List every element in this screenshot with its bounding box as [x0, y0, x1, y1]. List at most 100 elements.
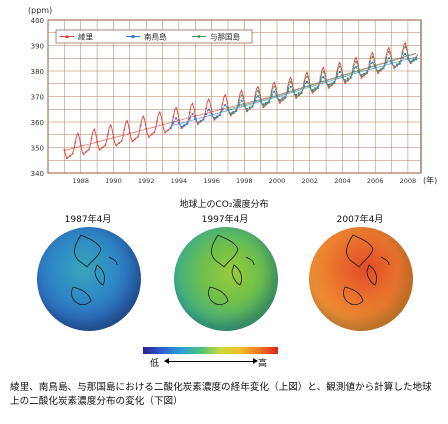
series-point: [295, 95, 298, 98]
series-point: [213, 116, 216, 119]
series-2: [226, 45, 418, 116]
series-point: [221, 102, 224, 105]
series-point: [393, 65, 396, 68]
series-point: [306, 75, 309, 78]
series-point: [153, 130, 156, 134]
series-point: [294, 96, 298, 99]
series-point: [278, 98, 281, 101]
series-point: [93, 128, 96, 131]
series-point: [161, 122, 164, 125]
series-point: [327, 84, 330, 87]
series-point: [68, 154, 72, 157]
series-point: [95, 139, 99, 142]
series-point: [327, 86, 331, 89]
colorbar: [143, 347, 278, 354]
series-point: [251, 105, 254, 108]
series-point: [226, 105, 230, 108]
series-point: [150, 132, 153, 136]
x-tick-label: 1988: [72, 177, 89, 185]
series-point: [82, 152, 85, 155]
series-point: [174, 106, 178, 109]
series-point: [210, 113, 213, 116]
series-point: [224, 104, 227, 107]
series-point: [131, 139, 134, 142]
series-point: [396, 63, 399, 66]
series-point: [180, 126, 183, 129]
series-point: [106, 132, 110, 135]
series-point: [341, 75, 344, 78]
series-point: [297, 93, 300, 96]
series-point: [273, 85, 276, 88]
series-point: [196, 121, 199, 124]
legend: 綾里 南鳥島 与那国島: [55, 29, 253, 44]
series-point: [196, 122, 200, 125]
series-point: [412, 58, 415, 61]
series-point: [229, 112, 232, 115]
series-point: [403, 41, 407, 45]
series-point: [142, 115, 145, 118]
series-point: [84, 150, 88, 153]
series-point: [295, 93, 298, 96]
colorbar-high-label: 高: [258, 359, 268, 369]
series-point: [104, 143, 107, 147]
series-point: [125, 119, 129, 122]
x-tick-label: 1998: [236, 177, 253, 185]
series-point: [376, 71, 380, 74]
series-point: [327, 85, 330, 88]
series-trend-line: [170, 56, 417, 127]
series-point: [183, 124, 186, 127]
series-point: [166, 128, 170, 131]
legend-marker: [197, 35, 201, 38]
series-point: [382, 66, 385, 69]
series-point: [169, 127, 172, 130]
x-tick-label: 2000: [269, 177, 286, 185]
series-point: [139, 123, 142, 127]
y-tick-label: 340: [31, 170, 44, 178]
series-point: [311, 88, 314, 91]
series-point: [224, 93, 227, 97]
series-point: [202, 118, 205, 121]
series-point: [305, 71, 309, 74]
series-point: [229, 113, 232, 116]
series-point: [390, 62, 393, 65]
series-point: [246, 107, 249, 110]
series-point: [344, 81, 347, 84]
series-point: [338, 61, 341, 64]
series-point: [360, 76, 363, 79]
series-point: [289, 76, 292, 79]
series-point: [117, 141, 121, 144]
series-line: [170, 53, 418, 129]
series-point: [63, 148, 66, 151]
series-point: [322, 75, 325, 78]
series-point: [371, 51, 374, 54]
series-point: [336, 75, 339, 78]
series-point: [401, 57, 404, 60]
series-point: [147, 135, 151, 138]
series-point: [409, 60, 412, 63]
co2-timeseries-chart: (ppm) 二酸化炭素濃度 (年) 3403503603703803904001…: [28, 6, 437, 185]
x-tick-label: 2004: [334, 177, 351, 185]
series-point: [300, 91, 303, 94]
series-point: [101, 145, 104, 149]
series-point: [346, 78, 349, 81]
series-point: [254, 96, 257, 99]
series-point: [237, 104, 240, 107]
series-point: [371, 61, 374, 64]
series-point: [262, 103, 265, 106]
series-point: [368, 60, 371, 63]
series-point: [155, 119, 159, 122]
series-point: [387, 46, 391, 49]
series-point: [319, 80, 322, 83]
series-point: [172, 115, 175, 118]
series-point: [374, 66, 377, 69]
series-point: [232, 111, 235, 114]
legend-label: 与那国島: [210, 32, 240, 42]
series-point: [87, 148, 91, 151]
series-point: [128, 131, 131, 134]
series-point: [213, 118, 216, 121]
legend-label: 綾里: [78, 32, 93, 42]
series-point: [270, 92, 273, 95]
series-point: [74, 140, 77, 144]
series-point: [415, 58, 418, 61]
series-point: [322, 66, 325, 69]
